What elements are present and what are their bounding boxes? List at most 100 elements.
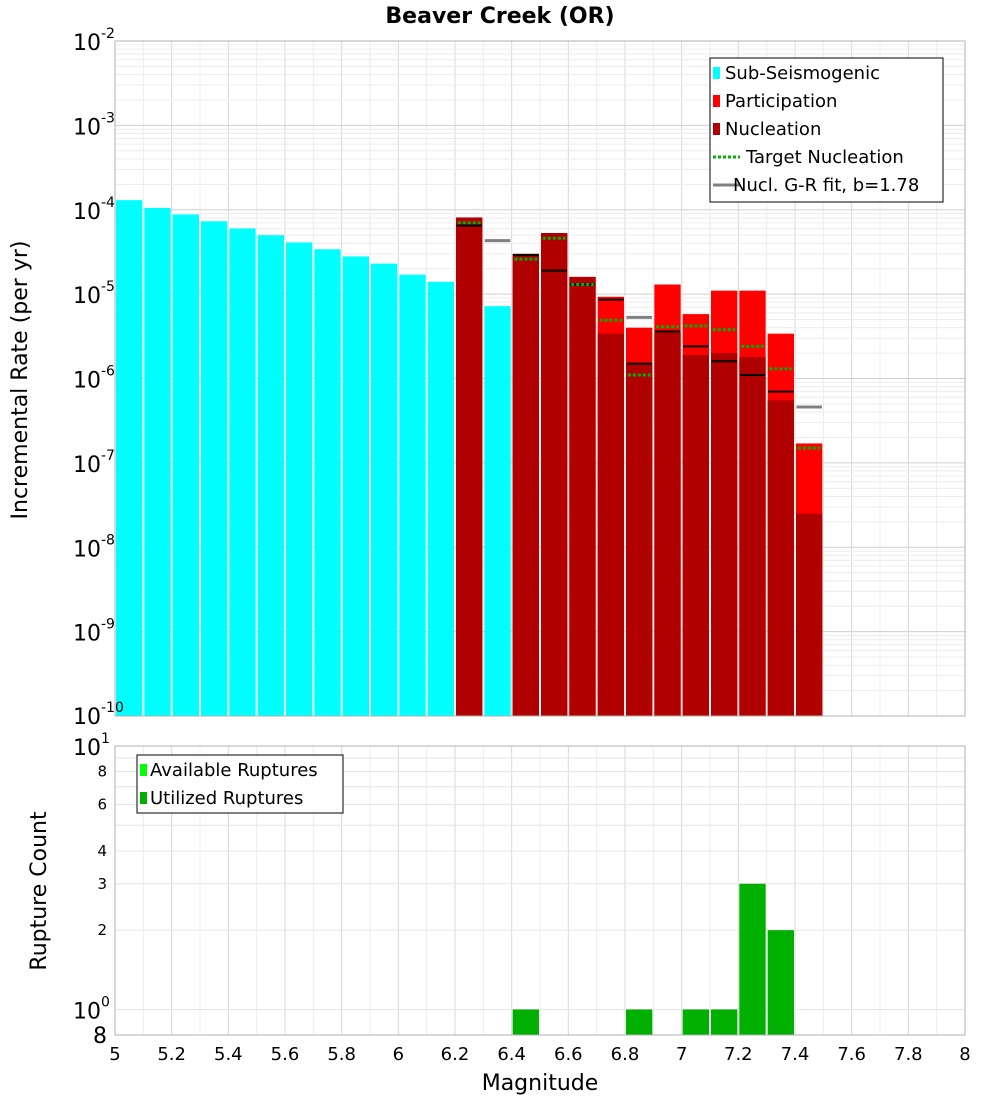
x-tick-label: 6.6 — [554, 1044, 583, 1065]
x-tick-label: 5.4 — [214, 1044, 243, 1065]
tick-exponent: -3 — [101, 110, 115, 126]
x-tick-label: 8 — [959, 1044, 970, 1065]
x-tick-label: 5.6 — [271, 1044, 300, 1065]
sub-seismogenic-bar — [286, 242, 313, 716]
utilized-ruptures-bar — [767, 930, 794, 1035]
sub-seismogenic-bar — [257, 235, 284, 716]
sub-seismogenic-bar — [116, 200, 143, 716]
top-y-tick-label: 10-8 — [73, 532, 115, 562]
x-tick-label: 5.8 — [327, 1044, 356, 1065]
top-y-tick-label: 10-10 — [73, 700, 124, 730]
top-plot-frame — [114, 40, 966, 717]
nucleation-bar — [597, 333, 624, 716]
sub-seismogenic-bar — [229, 228, 256, 716]
sub-seismogenic-bar — [371, 263, 398, 716]
sub-seismogenic-bar — [201, 221, 228, 716]
tick-exponent: -2 — [101, 26, 115, 42]
utilized-ruptures-bar — [626, 1009, 653, 1035]
utilized-ruptures-bar — [711, 1009, 738, 1035]
nucleation-bar — [767, 400, 794, 716]
bottom-legend-box — [136, 754, 344, 814]
tick-base: 10 — [73, 705, 101, 730]
tick-base: 10 — [73, 115, 101, 140]
legend-label: Participation — [725, 91, 837, 112]
top-y-tick-labels: 10-210-310-410-510-610-710-810-910-10 — [73, 26, 124, 730]
top-bars — [116, 200, 823, 717]
tick-exponent: 1 — [101, 731, 110, 747]
nucleation-bar — [512, 253, 539, 716]
bottom-legend: Available Ruptures Utilized Ruptures — [136, 754, 344, 814]
tick-base: 10 — [73, 369, 101, 394]
top-y-tick-label: 10-7 — [73, 448, 115, 478]
x-tick-label: 5 — [109, 1044, 120, 1065]
tick-exponent: -8 — [101, 532, 115, 548]
nucleation-bar — [796, 513, 823, 716]
top-legend-box — [709, 57, 944, 203]
x-tick-label: 6.8 — [611, 1044, 640, 1065]
legend-swatch — [713, 95, 720, 107]
top-y-tick-label: 10-6 — [73, 364, 115, 394]
bottom-plot-frame — [114, 745, 966, 1036]
top-y-tick-label: 10-9 — [73, 617, 115, 647]
utilized-ruptures-bar — [739, 883, 766, 1035]
tick-exponent: -4 — [101, 195, 115, 211]
legend-label: Nucl. G-R fit, b=1.78 — [733, 175, 919, 196]
tick-exponent: 0 — [101, 994, 110, 1010]
chart-title: Beaver Creek (OR) — [385, 4, 614, 29]
tick-exponent: -6 — [101, 364, 115, 380]
top-y-tick-label: 10-2 — [73, 26, 115, 56]
nucleation-bar — [682, 354, 709, 716]
tick-base: 10 — [73, 537, 101, 562]
nucleation-bar — [569, 276, 596, 716]
nucleation-bar — [739, 356, 766, 716]
bottom-y-tick-label: 4 — [97, 842, 107, 860]
x-tick-label: 7.2 — [724, 1044, 753, 1065]
bottom-bars — [512, 883, 794, 1035]
bottom-y-tick-label: 3 — [97, 875, 107, 893]
bottom-y-tick-label: 2 — [97, 921, 107, 939]
x-tick-label: 7.6 — [837, 1044, 866, 1065]
sub-seismogenic-bar — [314, 249, 341, 716]
top-marks — [456, 221, 822, 450]
top-legend: Sub-Seismogenic Participation Nucleation Ta… — [709, 57, 944, 203]
x-tick-label: 6.2 — [441, 1044, 470, 1065]
tick-exponent: -7 — [101, 448, 115, 464]
nucleation-bar — [541, 233, 568, 716]
x-tick-label: 5.2 — [157, 1044, 186, 1065]
utilized-ruptures-bar — [512, 1009, 539, 1035]
top-y-tick-label: 10-3 — [73, 110, 115, 140]
nucleation-bar — [626, 363, 653, 716]
legend-label: Nucleation — [725, 119, 821, 140]
top-y-axis-label: Incremental Rate (per yr) — [8, 241, 33, 520]
tick-exponent: -9 — [101, 617, 115, 633]
legend-label: Available Ruptures — [150, 760, 318, 781]
sub-seismogenic-bar — [144, 207, 171, 716]
top-y-tick-label: 10-5 — [73, 279, 115, 309]
sub-seismogenic-bar — [427, 281, 454, 716]
tick-base: 10 — [73, 284, 101, 309]
sub-seismogenic-bar — [342, 256, 369, 716]
tick-exponent: -10 — [101, 700, 124, 716]
nucleation-bar — [456, 217, 483, 717]
x-tick-label: 7.8 — [894, 1044, 923, 1065]
sub-seismogenic-bar — [484, 306, 511, 716]
legend-swatch — [713, 67, 720, 79]
x-tick-label: 6 — [393, 1044, 404, 1065]
tick-base: 10 — [73, 622, 101, 647]
top-y-tick-label: 10-4 — [73, 195, 115, 225]
bottom-y-tick-label: 8 — [93, 1024, 107, 1049]
legend-swatch — [140, 764, 147, 776]
bottom-y-tick-label: 101 — [73, 731, 110, 761]
tick-base: 10 — [73, 200, 101, 225]
nucleation-bar — [654, 332, 681, 716]
sub-seismogenic-bar — [399, 274, 426, 716]
x-tick-label: 7 — [676, 1044, 687, 1065]
legend-swatch — [713, 123, 720, 135]
bottom-y-tick-label: 8 — [97, 763, 107, 781]
bottom-y-tick-label: 6 — [97, 795, 107, 813]
legend-label: Sub-Seismogenic — [725, 63, 880, 84]
x-tick-label: 6.4 — [497, 1044, 526, 1065]
nucleation-bar — [711, 353, 738, 716]
